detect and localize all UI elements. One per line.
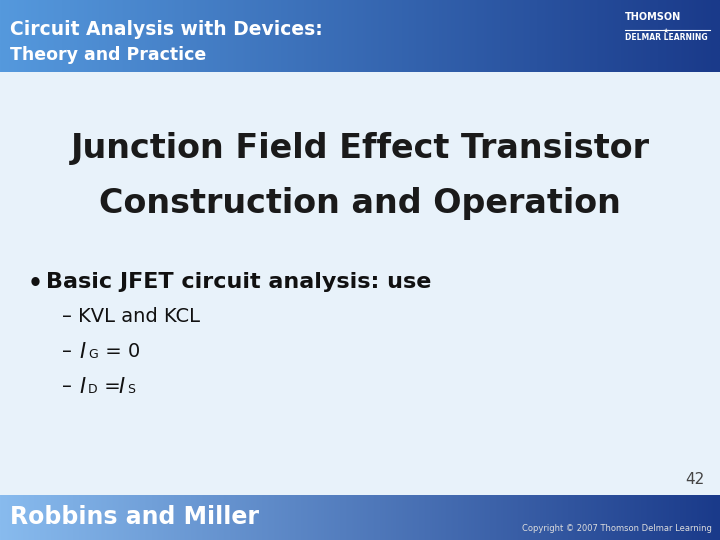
Text: THOMSON: THOMSON (625, 12, 681, 22)
Text: Junction Field Effect Transistor: Junction Field Effect Transistor (71, 132, 649, 165)
Text: Construction and Operation: Construction and Operation (99, 187, 621, 220)
Text: – KVL and KCL: – KVL and KCL (62, 307, 200, 326)
Bar (0, 72, 720, 495)
Text: Robbins and Miller: Robbins and Miller (10, 504, 259, 529)
Text: –: – (62, 377, 78, 396)
Text: G: G (88, 348, 98, 361)
Text: = 0: = 0 (99, 342, 140, 361)
Text: I: I (118, 377, 124, 397)
Text: I: I (79, 342, 85, 362)
Text: Copyright © 2007 Thomson Delmar Learning: Copyright © 2007 Thomson Delmar Learning (522, 524, 712, 533)
Text: –: – (62, 342, 78, 361)
Text: ★: ★ (663, 28, 669, 34)
Text: D: D (88, 383, 98, 396)
Text: =: = (98, 377, 127, 396)
Text: S: S (127, 383, 135, 396)
Text: DELMAR LEARNING: DELMAR LEARNING (625, 33, 708, 42)
Text: •: • (28, 272, 43, 296)
Text: Basic JFET circuit analysis: use: Basic JFET circuit analysis: use (46, 272, 431, 292)
Text: Circuit Analysis with Devices:: Circuit Analysis with Devices: (10, 20, 323, 39)
Text: Theory and Practice: Theory and Practice (10, 46, 206, 64)
Text: I: I (79, 377, 85, 397)
Text: 42: 42 (685, 472, 705, 487)
